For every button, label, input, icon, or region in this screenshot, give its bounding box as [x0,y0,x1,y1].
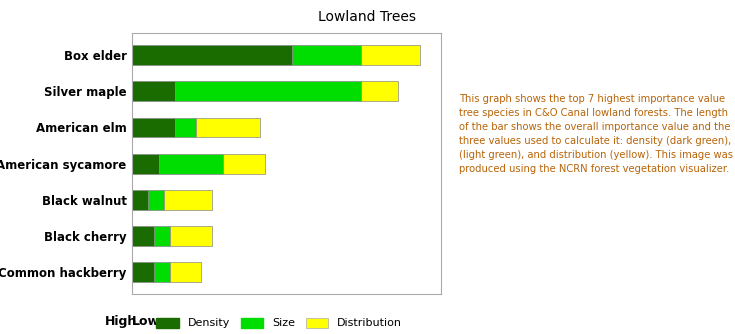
Bar [132,118,175,137]
Bar [132,81,175,101]
Bar [132,45,292,65]
Bar [361,45,420,65]
Legend: Density, Size, Distribution: Density, Size, Distribution [157,318,402,328]
Text: This graph shows the top 7 highest importance value
tree species in C&O Canal lo: This graph shows the top 7 highest impor… [459,94,735,174]
Bar [159,154,223,174]
Bar [132,154,159,174]
Text: High: High [105,315,137,328]
Bar [223,154,265,174]
Bar [132,190,148,210]
Bar [361,81,398,101]
Text: Lowland Trees: Lowland Trees [318,10,417,24]
Bar [132,262,154,282]
Bar [175,118,196,137]
Bar [170,262,201,282]
Text: Low: Low [132,315,160,328]
Bar [196,118,260,137]
Bar [148,190,164,210]
Bar [170,226,212,246]
Bar [292,45,361,65]
Bar [164,190,212,210]
Bar [154,226,170,246]
Bar [175,81,361,101]
Bar [132,226,154,246]
Bar [154,262,170,282]
